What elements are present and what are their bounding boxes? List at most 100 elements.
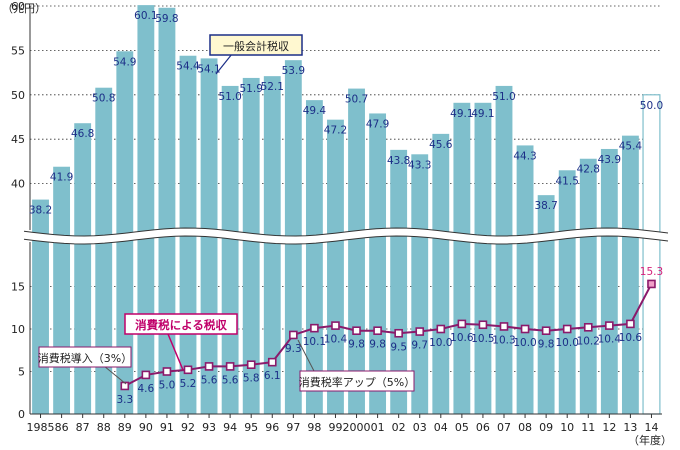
line-marker [520, 324, 530, 334]
bar [74, 123, 92, 414]
bar [474, 102, 492, 415]
rate-up-note-text: 消費税率アップ（5%） [299, 375, 415, 389]
x-tick-label: 97 [286, 421, 300, 434]
intro-note-text: 消費税導入（3%） [38, 351, 132, 365]
line-value-label: 10.1 [303, 336, 326, 348]
line-marker [457, 319, 467, 329]
axis-break-line-lower [23, 235, 669, 245]
line-series-label: 消費税による税収 [135, 318, 227, 332]
bar-value-label: 41.5 [556, 175, 579, 187]
line-value-label: 5.0 [159, 380, 176, 392]
line-marker [647, 279, 656, 289]
rate-up-note-box [299, 370, 415, 392]
line-series-callout: 消費税による税収 [124, 313, 238, 371]
bar [537, 195, 555, 414]
line-marker [267, 357, 277, 367]
bar-value-label: 45.6 [429, 139, 453, 151]
x-tick-label: 95 [244, 421, 258, 434]
bar [495, 85, 513, 415]
bar [137, 5, 155, 415]
line-value-label: 10.4 [598, 334, 622, 346]
bar-value-label: 50.8 [92, 93, 115, 105]
intro-note: 消費税導入（3%） [38, 346, 132, 385]
bar [411, 154, 429, 414]
bar [600, 148, 618, 414]
x-tick-label: 05 [455, 421, 469, 434]
y-tick-label: 5 [18, 366, 25, 379]
bar [516, 145, 534, 414]
bar-value-label: 43.8 [387, 155, 410, 167]
line-value-label: 10.0 [556, 337, 579, 349]
line-value-label: 5.6 [222, 374, 239, 386]
bar-value-label: 49.4 [303, 105, 327, 117]
bar-value-label: 42.8 [577, 164, 600, 176]
bar-callout-leader [215, 53, 233, 75]
bar-value-label: 51.0 [492, 91, 515, 103]
line-value-label: 10.3 [492, 334, 515, 346]
intro-note-box [38, 346, 132, 368]
bar-value-label: 51.0 [218, 91, 241, 103]
line-value-label: 4.6 [138, 383, 155, 395]
line-marker [373, 326, 382, 336]
bar-value-label: 51.9 [240, 83, 263, 95]
y-tick-label: 60 [11, 0, 25, 13]
bar-value-label: 52.1 [261, 81, 284, 93]
line-marker [605, 321, 614, 330]
line-marker [415, 327, 425, 336]
bar-value-label: 60.1 [134, 10, 157, 22]
line-marker [626, 319, 635, 329]
y-tick-label: 45 [11, 133, 25, 146]
bar-value-label: 38.7 [534, 200, 557, 212]
line-marker [331, 321, 340, 330]
x-tick-label: 89 [118, 421, 132, 434]
line-value-label: 10.0 [513, 337, 536, 349]
bar [158, 7, 176, 414]
line-value-label: 10.2 [577, 335, 600, 347]
rate-up-note-leader [297, 339, 315, 372]
bar [369, 113, 387, 414]
line-marker [583, 322, 593, 332]
bar-value-label: 54.1 [197, 63, 220, 75]
x-tick-label: 12 [602, 421, 616, 434]
line-marker [246, 360, 256, 370]
x-tick-label: 07 [497, 421, 511, 434]
bar-value-label: 47.2 [324, 125, 347, 137]
x-tick-label: 11 [581, 421, 595, 434]
bar-value-label: 41.9 [50, 172, 73, 184]
bar [453, 102, 471, 415]
line-value-label: 15.3 [640, 266, 663, 278]
axis-break-line-upper [23, 227, 669, 237]
bar-value-label: 45.4 [619, 141, 643, 153]
line-value-label: 5.8 [243, 373, 260, 385]
bar-value-label: 44.3 [513, 150, 536, 162]
x-tick-label: 14 [644, 421, 658, 434]
axis-break-band [24, 228, 668, 244]
x-tick-label: 10 [560, 421, 574, 434]
line-value-label: 10.6 [619, 332, 643, 344]
bar [642, 94, 661, 415]
x-tick-label: 13 [623, 421, 637, 434]
bar-value-label: 47.9 [366, 118, 389, 130]
line-value-label: 9.7 [411, 340, 428, 352]
line-marker [562, 324, 572, 334]
bar [432, 133, 450, 414]
y-tick-label: 40 [11, 178, 25, 191]
rate-up-note: 消費税率アップ（5%） [297, 339, 415, 392]
bar [95, 87, 113, 415]
line-marker [183, 365, 193, 375]
line-marker [394, 328, 403, 338]
x-tick-label: 1985 [27, 421, 55, 434]
line-marker [499, 322, 509, 331]
y-tick-label: 15 [11, 281, 25, 294]
bar-value-label: 50.0 [640, 100, 663, 112]
bar-series-label: 一般会計税収 [223, 39, 289, 53]
x-tick-label: 92 [181, 421, 195, 434]
line-marker [310, 323, 319, 333]
x-tick-label: 93 [202, 421, 216, 434]
x-tick-label: 88 [97, 421, 111, 434]
x-tick-label: 02 [392, 421, 406, 434]
line-marker [225, 362, 235, 371]
line-marker [541, 326, 551, 336]
line-marker [352, 326, 361, 336]
